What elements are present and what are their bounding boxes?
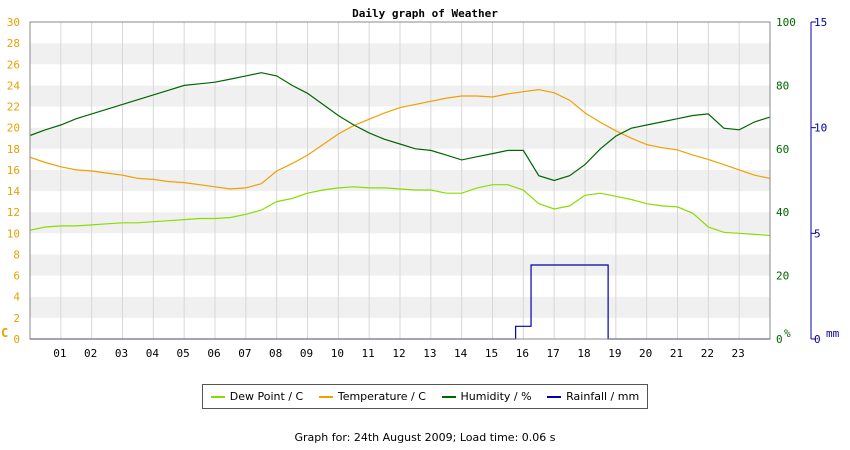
plot-frame	[29, 21, 771, 340]
left-tick-label: 14	[7, 185, 21, 198]
series-line-temperature	[29, 88, 771, 190]
right-axis-humidity: 0 20 40 60 80 100%	[776, 16, 796, 346]
rainfall-tick-label: 10	[814, 122, 827, 135]
legend-label: Temperature / C	[337, 390, 426, 403]
rainfall-tick-label: 15	[814, 16, 827, 29]
left-tick-label: 24	[7, 79, 21, 92]
left-tick-label: 6	[13, 270, 20, 283]
footer-info: Graph for: 24th August 2009; Load time: …	[294, 431, 556, 444]
humidity-tick-label: 100	[776, 16, 796, 29]
left-tick-label: 20	[7, 122, 20, 135]
humidity-tick-label: 60	[776, 143, 789, 156]
x-tick-label: 01	[53, 347, 66, 360]
x-tick-label: 05	[177, 347, 190, 360]
legend-item: Humidity / %	[441, 390, 532, 403]
x-tick-label: 22	[701, 347, 714, 360]
legend-item: Temperature / C	[318, 390, 426, 403]
legend-label: Humidity / %	[460, 390, 532, 403]
left-axis-unit: C	[1, 326, 8, 340]
left-tick-label: 2	[13, 312, 20, 325]
legend-swatch	[547, 395, 562, 398]
x-tick-label: 11	[362, 347, 375, 360]
x-tick-label: 23	[732, 347, 745, 360]
x-tick-label: 18	[577, 347, 590, 360]
x-tick-label: 03	[115, 347, 128, 360]
humidity-tick-label: 20	[776, 270, 789, 283]
humidity-tick-label: 0	[776, 333, 783, 346]
rainfall-tick-label: 0	[814, 333, 821, 346]
left-tick-label: 10	[7, 227, 20, 240]
left-tick-label: 16	[7, 164, 20, 177]
left-tick-label: 4	[13, 291, 20, 304]
left-tick-label: 0	[13, 333, 20, 346]
x-tick-label: 07	[238, 347, 251, 360]
x-axis-hours: 01 02 03 04 05 06 07 08 09 10 11 12 13 14 15 16 17 18 19 20…	[53, 347, 745, 360]
legend-label: Dew Point / C	[229, 390, 304, 403]
x-tick-label: 14	[454, 347, 468, 360]
left-tick-label: 8	[13, 248, 20, 261]
x-tick-label: 13	[423, 347, 436, 360]
x-tick-label: 08	[269, 347, 282, 360]
x-tick-label: 02	[84, 347, 97, 360]
left-tick-label: 26	[7, 58, 20, 71]
left-tick-label: 18	[7, 143, 20, 156]
legend-label: Rainfall / mm	[566, 390, 640, 403]
rainfall-tick-label: 5	[814, 227, 821, 240]
x-tick-label: 19	[608, 347, 621, 360]
x-tick-label: 15	[485, 347, 498, 360]
x-tick-label: 20	[639, 347, 652, 360]
left-tick-label: 12	[7, 206, 20, 219]
vertical-gridlines	[60, 22, 740, 339]
series-line-humidity	[29, 72, 771, 182]
x-tick-label: 04	[146, 347, 160, 360]
x-tick-label: 21	[670, 347, 683, 360]
left-tick-label: 30	[7, 16, 20, 29]
legend-item: Rainfall / mm	[547, 390, 639, 403]
chart-title: Daily graph of Weather	[352, 7, 498, 20]
right-axis-rainfall: 0 5 10 15 mm	[810, 16, 840, 346]
legend-item: Dew Point / C	[210, 390, 304, 403]
left-tick-label: 28	[7, 37, 20, 50]
series-line-dew	[29, 184, 771, 236]
x-tick-label: 16	[516, 347, 529, 360]
humidity-tick-label: 80	[776, 79, 789, 92]
rainfall-axis-unit: mm	[826, 327, 840, 340]
x-tick-label: 09	[300, 347, 313, 360]
humidity-axis-unit: %	[784, 327, 791, 340]
humidity-tick-label: 40	[776, 206, 789, 219]
legend-swatch	[210, 395, 225, 398]
x-tick-label: 17	[547, 347, 560, 360]
legend-swatch	[318, 395, 333, 398]
x-tick-label: 12	[392, 347, 405, 360]
legend-swatch	[441, 395, 456, 398]
x-tick-label: 06	[207, 347, 220, 360]
legend: Dew Point / C Temperature / C Humidity / %…	[202, 384, 648, 409]
left-tick-label: 22	[7, 101, 20, 114]
x-tick-label: 10	[331, 347, 344, 360]
